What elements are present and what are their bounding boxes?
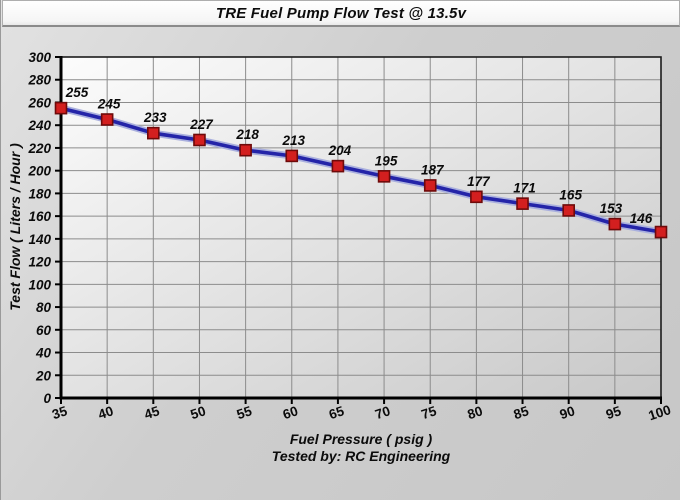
x-tick-label: 65 — [327, 403, 346, 422]
footer-note: Tested by: RC Engineering — [271, 448, 451, 464]
point-label: 227 — [189, 117, 214, 132]
y-tick-label: 180 — [28, 186, 51, 201]
point-label: 146 — [630, 211, 653, 226]
data-point-marker — [285, 149, 299, 163]
x-tick-label: 90 — [558, 403, 577, 422]
point-label: 165 — [559, 187, 582, 202]
data-point-marker — [562, 204, 575, 217]
chart-title: TRE Fuel Pump Flow Test @ 13.5v — [215, 4, 467, 22]
x-tick-label: 95 — [604, 403, 623, 422]
point-label: 195 — [375, 153, 398, 168]
point-label: 255 — [65, 85, 89, 100]
point-label: 187 — [421, 162, 445, 177]
x-tick-label: 50 — [189, 403, 208, 422]
y-tick-label: 140 — [28, 232, 51, 247]
point-label: 177 — [467, 174, 491, 189]
y-tick-label: 40 — [35, 346, 52, 361]
chart-title-bar: TRE Fuel Pump Flow Test @ 13.5v — [2, 0, 680, 27]
data-line — [59, 106, 663, 234]
y-tick-label: 200 — [27, 164, 51, 179]
y-tick-label: 100 — [28, 277, 51, 292]
y-tick-label: 80 — [36, 300, 52, 315]
data-point-marker — [377, 170, 391, 183]
data-point-marker — [239, 143, 252, 157]
x-axis-title: Fuel Pressure ( psig ) — [289, 431, 433, 447]
y-tick-label: 160 — [28, 209, 51, 224]
point-label: 171 — [513, 181, 536, 196]
data-point-marker — [331, 159, 345, 173]
x-tick-label: 75 — [419, 403, 438, 422]
y-axis-title: Test Flow ( Liters / Hour ) — [7, 143, 23, 311]
x-tick-label: 100 — [647, 402, 673, 423]
data-point-marker — [147, 126, 160, 140]
data-point-marker — [470, 190, 483, 204]
plot-area: 0 20 40 60 80 100 120 140 160 180 200 220 240 260 280 3… — [27, 50, 672, 423]
data-point-marker — [516, 197, 529, 210]
x-tick-label: 80 — [466, 403, 485, 422]
point-label: 213 — [282, 133, 306, 148]
x-tick-label: 60 — [281, 403, 300, 422]
y-tick-label: 120 — [28, 255, 51, 270]
y-tick-label: 300 — [28, 50, 51, 65]
data-point-marker — [193, 133, 206, 147]
y-tick-label: 220 — [27, 141, 51, 156]
point-label: 204 — [328, 143, 352, 158]
y-tick-label: 240 — [27, 118, 51, 133]
x-tick-label: 85 — [512, 403, 531, 422]
point-label: 233 — [143, 110, 167, 125]
x-tick-label: 70 — [373, 403, 392, 422]
point-label: 218 — [235, 127, 259, 142]
y-tick-label: 0 — [43, 391, 51, 406]
x-tick-label: 35 — [50, 403, 69, 422]
data-point-marker — [54, 101, 68, 115]
point-label: 153 — [600, 201, 623, 216]
x-tick-label: 40 — [96, 403, 115, 422]
data-point-marker — [654, 225, 668, 239]
x-tick-label: 45 — [142, 403, 161, 422]
x-tick-label: 55 — [235, 403, 254, 422]
y-tick-label: 60 — [36, 323, 52, 338]
plot-background — [61, 57, 661, 398]
data-point-marker — [423, 179, 437, 192]
data-point-marker — [608, 217, 622, 231]
y-tick-label: 280 — [27, 73, 51, 88]
y-tick-label: 260 — [27, 95, 51, 110]
y-tick-label: 20 — [35, 368, 52, 383]
point-label: 245 — [97, 97, 121, 112]
data-point-marker — [100, 113, 114, 126]
